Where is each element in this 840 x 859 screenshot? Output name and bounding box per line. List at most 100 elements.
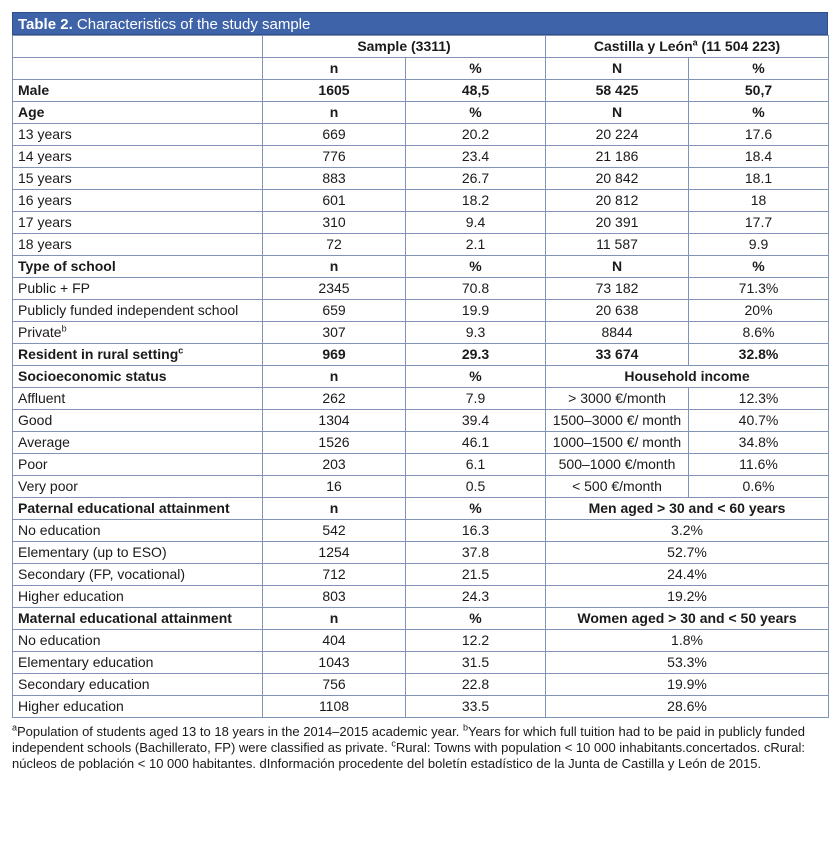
table-cell: 53.3% — [545, 651, 830, 674]
table-cell: 24.4% — [545, 563, 830, 586]
table-row: Poor 203 6.1 500–1000 €/month 11.6% — [12, 453, 830, 476]
table-row: Secondary (FP, vocational) 712 21.5 24.4% — [12, 563, 830, 586]
table-cell: 18.2 — [404, 189, 547, 212]
cell-text: Private — [18, 324, 62, 340]
table-cell: n — [262, 57, 406, 80]
table-row: Sample (3311) Castilla y Leóna (11 504 22… — [12, 35, 830, 58]
table-cell: 12.2 — [404, 629, 547, 652]
table-cell: 9.3 — [404, 321, 547, 344]
table-row: Public + FP 2345 70.8 73 182 71.3% — [12, 277, 830, 300]
table-cell: Male — [12, 79, 263, 102]
table-cell: 1254 — [262, 541, 406, 564]
table-cell: n — [262, 365, 406, 388]
table-cell: 17.7 — [688, 211, 830, 234]
table-cell: 22.8 — [404, 673, 547, 696]
table-cell: 969 — [262, 343, 406, 366]
table-cell: Average — [12, 431, 263, 454]
table-row: Affluent 262 7.9 > 3000 €/month 12.3% — [12, 387, 830, 410]
table-cell: 307 — [262, 321, 406, 344]
table-cell: Sample (3311) — [261, 35, 547, 58]
table-cell: 669 — [262, 123, 406, 146]
table-cell: 542 — [262, 519, 406, 542]
table-cell: N — [545, 101, 690, 124]
table-cell: 11.6% — [688, 453, 830, 476]
footnote: aPopulation of students aged 13 to 18 ye… — [12, 722, 828, 772]
table-row: Average 1526 46.1 1000–1500 €/ month 34.8% — [12, 431, 830, 454]
footnote-marker: b — [462, 722, 468, 733]
table-cell: 19.2% — [545, 585, 830, 608]
table-cell: 18.4 — [688, 145, 830, 168]
table-row: Resident in rural settingc 969 29.3 33 674 3… — [12, 343, 830, 366]
table-cell: 23.4 — [404, 145, 547, 168]
table-cell: 16 — [262, 475, 406, 498]
table-cell: 70.8 — [404, 277, 547, 300]
cell-text: Resident in rural setting — [18, 346, 179, 362]
table-cell: 712 — [262, 563, 406, 586]
table-cell: Secondary (FP, vocational) — [12, 563, 263, 586]
table-row: 17 years 310 9.4 20 391 17.7 — [12, 211, 830, 234]
table-row: Secondary education 756 22.8 19.9% — [12, 673, 830, 696]
table-cell: 1.8% — [545, 629, 830, 652]
data-table: Sample (3311) Castilla y Leóna (11 504 22… — [12, 35, 830, 718]
table-cell: % — [404, 607, 547, 630]
table-cell: Resident in rural settingc — [12, 343, 263, 366]
table-row: Elementary education 1043 31.5 53.3% — [12, 651, 830, 674]
table-cell: 29.3 — [404, 343, 547, 366]
table-cell: 20 638 — [545, 299, 690, 322]
table-cell: % — [404, 497, 547, 520]
table-cell: 52.7% — [545, 541, 830, 564]
table-cell: 58 425 — [545, 79, 690, 102]
document: Table 2. Characteristics of the study sa… — [12, 12, 830, 772]
table-cell: Household income — [545, 365, 830, 388]
title-label: Table 2. — [18, 16, 73, 33]
table-cell: Secondary education — [12, 673, 263, 696]
table-cell: 9.4 — [404, 211, 547, 234]
table-row: Elementary (up to ESO) 1254 37.8 52.7% — [12, 541, 830, 564]
table-cell: 17 years — [12, 211, 263, 234]
table-cell: 17.6 — [688, 123, 830, 146]
table-row: Higher education 803 24.3 19.2% — [12, 585, 830, 608]
table-cell: 16 years — [12, 189, 263, 212]
table-row: n% N% — [12, 57, 830, 80]
table-cell: Good — [12, 409, 263, 432]
table-cell: 601 — [262, 189, 406, 212]
footnote-marker: a — [12, 722, 18, 733]
table-cell: 3.2% — [545, 519, 830, 542]
table-cell: 73 182 — [545, 277, 690, 300]
footnote-text: Population of students aged 13 to 18 yea… — [17, 724, 463, 739]
footnote-marker: c — [391, 738, 396, 749]
cell-text: (11 504 223) — [697, 38, 781, 54]
table-cell: 756 — [262, 673, 406, 696]
table-row: Privateb 307 9.3 8844 8.6% — [12, 321, 830, 344]
table-row: No education 404 12.2 1.8% — [12, 629, 830, 652]
table-cell: 262 — [262, 387, 406, 410]
footnote-text: Years for which full tuition had to be p… — [12, 724, 805, 755]
table-cell: % — [688, 57, 830, 80]
table-cell: Type of school — [12, 255, 263, 278]
table-cell: % — [404, 101, 547, 124]
table-row: 18 years 72 2.1 11 587 9.9 — [12, 233, 830, 256]
table-cell: % — [688, 101, 830, 124]
table-cell: Higher education — [12, 695, 263, 718]
table-body: Sample (3311) Castilla y Leóna (11 504 22… — [12, 35, 830, 718]
table-title: Table 2. Characteristics of the study sa… — [12, 12, 828, 35]
table-cell: 7.9 — [404, 387, 547, 410]
table-cell: Women aged > 30 and < 50 years — [545, 607, 830, 630]
table-cell: 659 — [262, 299, 406, 322]
table-cell: Men aged > 30 and < 60 years — [545, 497, 830, 520]
table-cell: < 500 €/month — [545, 475, 690, 498]
table-cell: 9.9 — [688, 233, 830, 256]
table-cell: n — [262, 255, 406, 278]
table-row: 16 years 601 18.2 20 812 18 — [12, 189, 830, 212]
table-cell: 16.3 — [404, 519, 547, 542]
table-row: Type of school n% N% — [12, 255, 830, 278]
table-cell: 37.8 — [404, 541, 547, 564]
table-row: 15 years 883 26.7 20 842 18.1 — [12, 167, 830, 190]
table-cell: 24.3 — [404, 585, 547, 608]
table-cell: Very poor — [12, 475, 263, 498]
table-cell: Poor — [12, 453, 263, 476]
table-cell: 21 186 — [545, 145, 690, 168]
table-cell: 8.6% — [688, 321, 830, 344]
table-cell: Elementary education — [12, 651, 263, 674]
table-cell: Paternal educational attainment — [12, 497, 263, 520]
